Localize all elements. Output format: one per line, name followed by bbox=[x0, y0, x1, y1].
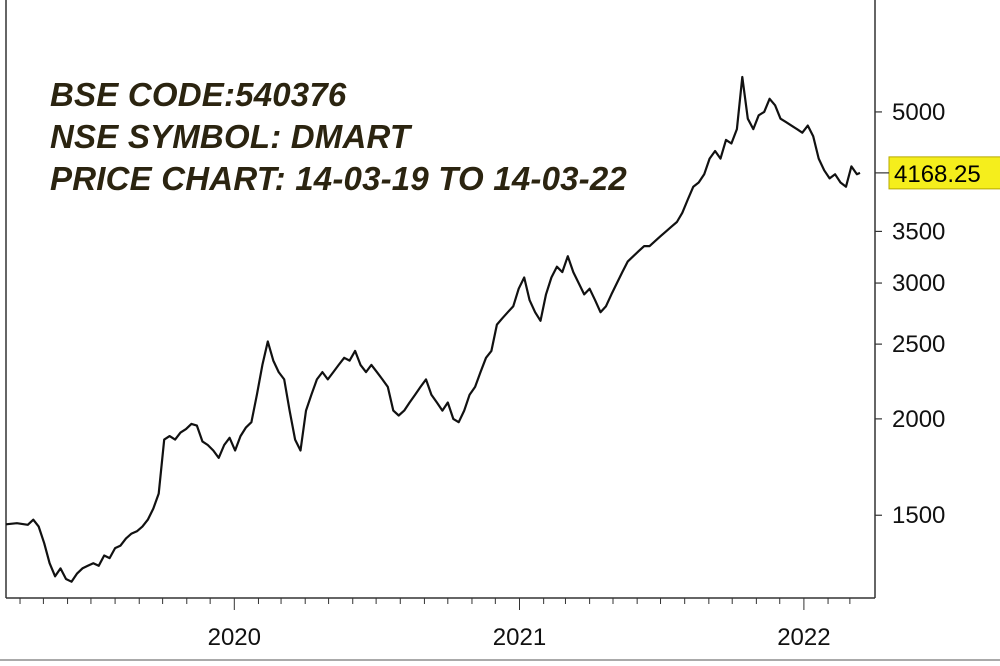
y-tick-label: 3000 bbox=[892, 270, 945, 297]
y-axis-ticks: 1500 2000 2500 3000 3500 5000 bbox=[875, 99, 945, 529]
y-tick-label: 1500 bbox=[892, 502, 945, 529]
x-tick-label: 2022 bbox=[777, 624, 830, 651]
x-axis-ticks: 2020 2021 2022 bbox=[208, 624, 831, 651]
bse-code-line: BSE CODE:540376 bbox=[50, 76, 347, 113]
y-tick-label: 3500 bbox=[892, 218, 945, 245]
x-tick-label: 2021 bbox=[493, 624, 546, 651]
chart-series bbox=[5, 75, 861, 583]
price-chart-range-line: PRICE CHART: 14-03-19 TO 14-03-22 bbox=[50, 160, 627, 197]
price-series-line-0 bbox=[5, 75, 861, 583]
last-price-marker: 4168.25 bbox=[875, 156, 1000, 190]
chart-info-block: BSE CODE:540376 NSE SYMBOL: DMART PRICE … bbox=[50, 74, 627, 200]
last-price-label: 4168.25 bbox=[894, 161, 981, 188]
y-tick-label: 2500 bbox=[892, 331, 945, 358]
y-tick-label: 5000 bbox=[892, 99, 945, 126]
x-tick-label: 2020 bbox=[208, 624, 261, 651]
y-tick-label: 2000 bbox=[892, 406, 945, 433]
nse-symbol-line: NSE SYMBOL: DMART bbox=[50, 118, 411, 155]
